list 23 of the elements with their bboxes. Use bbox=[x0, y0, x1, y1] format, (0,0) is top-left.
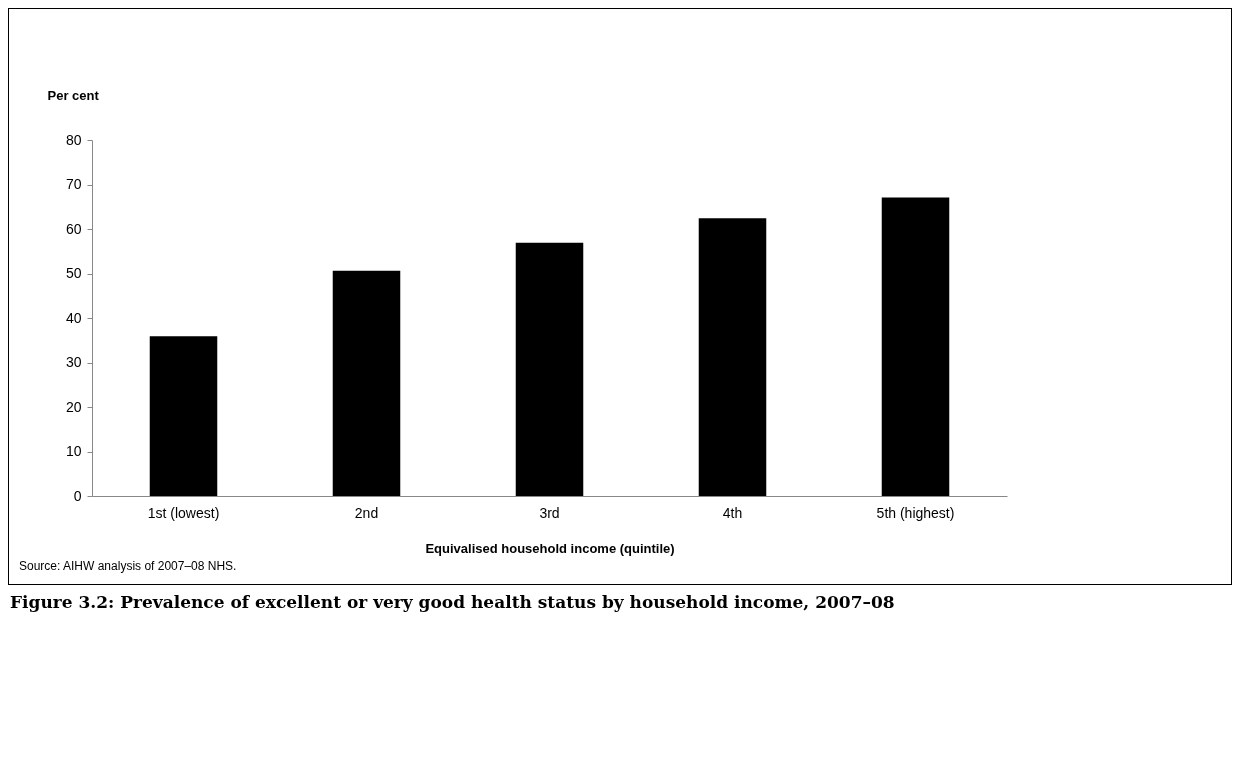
source-note: Source: AIHW analysis of 2007–08 NHS. bbox=[19, 559, 237, 573]
bar bbox=[698, 218, 767, 496]
x-tick-label: 4th bbox=[722, 504, 743, 521]
y-tick-label: 0 bbox=[73, 487, 82, 504]
y-axis-title: Per cent bbox=[47, 87, 100, 103]
y-tick-label: 40 bbox=[65, 309, 82, 326]
text: Figure 3.2: Prevalence of excellent or very good health status by household income, 2007–08 bbox=[10, 592, 895, 612]
bar bbox=[332, 270, 401, 496]
x-tick-label: 2nd bbox=[354, 504, 379, 521]
y-tick-label: 20 bbox=[65, 398, 82, 415]
y-tick-label: 60 bbox=[65, 220, 82, 237]
x-axis-title: Equivalised household income (quintile) bbox=[425, 540, 675, 556]
y-tick-label: 70 bbox=[65, 176, 82, 192]
x-tick-label: 5th (highest) bbox=[876, 504, 955, 521]
bar bbox=[515, 242, 584, 496]
bar bbox=[881, 197, 950, 496]
bar bbox=[149, 336, 218, 496]
y-tick-label: 30 bbox=[65, 354, 82, 370]
y-tick-label: 80 bbox=[65, 131, 82, 148]
y-tick-label: 50 bbox=[65, 265, 82, 281]
x-tick-label: 3rd bbox=[539, 504, 560, 521]
y-tick-label: 10 bbox=[65, 443, 82, 459]
x-tick-label: 1st (lowest) bbox=[147, 504, 220, 521]
